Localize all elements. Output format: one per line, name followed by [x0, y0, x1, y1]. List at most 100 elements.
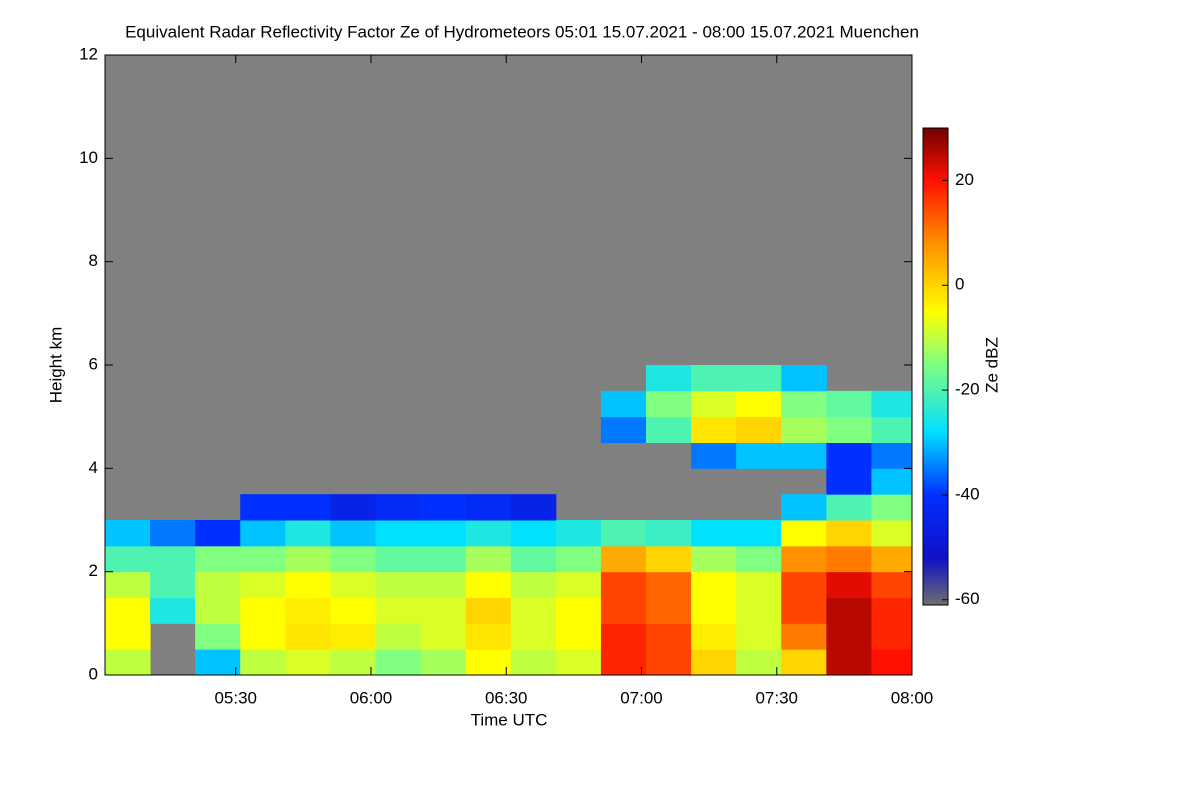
x-tick-label: 06:30	[485, 688, 528, 707]
heatmap-cell	[555, 520, 602, 547]
heatmap-cell	[691, 520, 737, 547]
heatmap-cell	[285, 545, 331, 573]
heatmap-cell	[420, 545, 467, 573]
heatmap-cell	[465, 520, 512, 547]
heatmap-cells	[105, 365, 912, 675]
heatmap-cell	[826, 494, 872, 521]
heatmap-cell	[826, 468, 872, 495]
colorbar-label: Ze dBZ	[982, 337, 1001, 393]
heatmap-cell	[330, 597, 377, 624]
heatmap-cell	[285, 494, 331, 521]
heatmap-cell	[195, 597, 241, 624]
heatmap-cell	[691, 365, 737, 392]
heatmap-cell	[240, 520, 286, 547]
heatmap-cell	[510, 597, 557, 624]
heatmap-cell	[691, 649, 737, 675]
y-tick-label: 6	[89, 354, 98, 373]
heatmap-cell	[285, 649, 331, 675]
y-tick-label: 12	[79, 44, 98, 63]
heatmap-cell	[736, 545, 782, 573]
heatmap-cell	[105, 623, 151, 650]
heatmap-cell	[510, 623, 557, 650]
heatmap-cell	[736, 623, 782, 650]
heatmap-cell	[510, 571, 557, 598]
heatmap-cell	[510, 520, 557, 547]
heatmap-cell	[781, 442, 827, 469]
heatmap-cell	[420, 494, 467, 521]
heatmap-cell	[646, 571, 692, 598]
heatmap-cell	[285, 571, 331, 598]
heatmap-cell	[195, 545, 241, 573]
heatmap-cell	[375, 571, 422, 598]
heatmap-cell	[375, 494, 422, 521]
heatmap-cell	[600, 390, 647, 418]
colorbar-tick-label: 0	[955, 275, 964, 294]
heatmap-cell	[600, 623, 647, 650]
heatmap-cell	[646, 390, 692, 418]
heatmap-cell	[781, 416, 827, 443]
heatmap-cell	[781, 494, 827, 521]
heatmap-cell	[285, 520, 331, 547]
heatmap-cell	[826, 390, 872, 418]
heatmap-cell	[781, 597, 827, 624]
y-tick-label: 8	[89, 251, 98, 270]
heatmap-cell	[736, 365, 782, 392]
heatmap-cell	[150, 597, 196, 624]
heatmap-cell	[555, 597, 602, 624]
heatmap-cell	[691, 442, 737, 469]
heatmap-cell	[285, 623, 331, 650]
heatmap-cell	[105, 571, 151, 598]
x-tick-label: 05:30	[214, 688, 257, 707]
heatmap-cell	[871, 416, 912, 443]
heatmap-cell	[736, 597, 782, 624]
heatmap-cell	[871, 442, 912, 469]
heatmap-cell	[465, 597, 512, 624]
heatmap-cell	[465, 545, 512, 573]
heatmap-cell	[736, 390, 782, 418]
colorbar-tick-label: -40	[955, 484, 980, 503]
heatmap-cell	[330, 623, 377, 650]
heatmap-cell	[510, 649, 557, 675]
heatmap-cell	[240, 597, 286, 624]
heatmap-cell	[871, 468, 912, 495]
heatmap-cell	[555, 623, 602, 650]
colorbar-tick-label: 20	[955, 170, 974, 189]
heatmap-cell	[375, 545, 422, 573]
x-axis-label: Time UTC	[471, 710, 548, 729]
heatmap-cell	[781, 520, 827, 547]
colorbar	[922, 127, 949, 606]
heatmap-cell	[646, 623, 692, 650]
heatmap-cell	[420, 649, 467, 675]
heatmap-cell	[465, 494, 512, 521]
heatmap-cell	[105, 597, 151, 624]
heatmap-cell	[736, 416, 782, 443]
colorbar-tick-label: -20	[955, 380, 980, 399]
heatmap-cell	[871, 545, 912, 573]
heatmap-cell	[330, 520, 377, 547]
heatmap-cell	[465, 623, 512, 650]
heatmap-cell	[510, 494, 557, 521]
heatmap-cell	[826, 597, 872, 624]
heatmap-cell	[826, 545, 872, 573]
heatmap-cell	[150, 520, 196, 547]
x-tick-label: 07:00	[620, 688, 663, 707]
y-tick-label: 2	[89, 561, 98, 580]
heatmap-cell	[826, 442, 872, 469]
heatmap-cell	[465, 649, 512, 675]
heatmap-cell	[240, 623, 286, 650]
heatmap-cell	[375, 649, 422, 675]
heatmap-cell	[691, 623, 737, 650]
heatmap-cell	[871, 520, 912, 547]
heatmap-cell	[555, 571, 602, 598]
heatmap-cell	[375, 597, 422, 624]
heatmap-cell	[871, 494, 912, 521]
heatmap-cell	[240, 545, 286, 573]
heatmap-cell	[736, 442, 782, 469]
heatmap-cell	[150, 545, 196, 573]
heatmap-cell	[781, 545, 827, 573]
heatmap-cell	[420, 623, 467, 650]
heatmap-cell	[105, 545, 151, 573]
heatmap-cell	[826, 623, 872, 650]
heatmap-cell	[826, 416, 872, 443]
